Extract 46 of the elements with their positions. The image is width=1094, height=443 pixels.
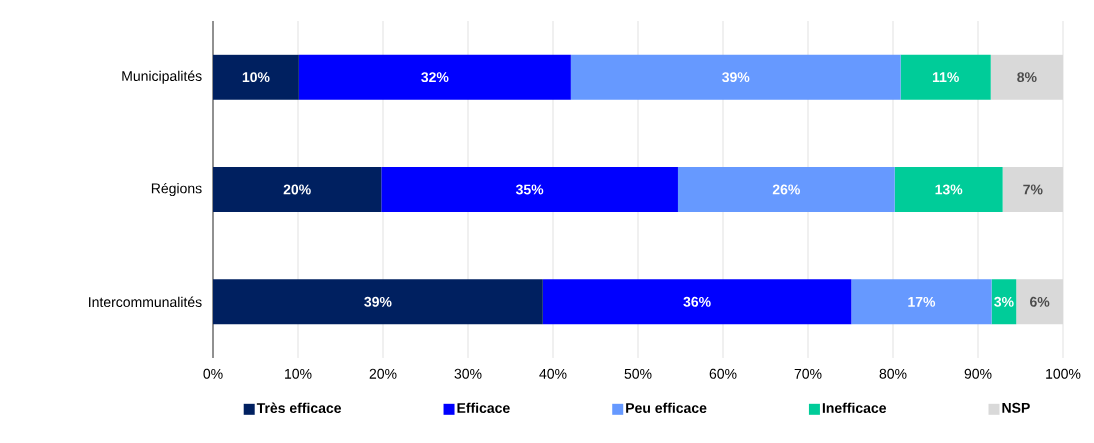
y-tick-label: Municipalités [122, 70, 202, 84]
legend-label: Très efficace [256, 402, 342, 414]
legend-label: NSP [1002, 402, 1030, 413]
x-tick-label: 0% [203, 368, 223, 379]
bar [677, 166, 895, 212]
data-label: 7% [1023, 184, 1043, 195]
x-tick-label: 70% [794, 368, 822, 379]
data-label: 3% [994, 296, 1014, 307]
y-tick-label: Intercommunalités [89, 296, 202, 308]
x-tick-label: 30% [454, 368, 482, 379]
x-tick-label: 10% [285, 368, 312, 379]
bar [213, 279, 543, 325]
bar [542, 279, 852, 325]
x-tick-label: 90% [964, 368, 992, 379]
bar [213, 54, 299, 100]
data-label: 13% [935, 184, 963, 195]
x-tick-label: 80% [879, 368, 907, 379]
bar [894, 166, 1003, 212]
bar [381, 166, 678, 212]
x-tick-label: 20% [369, 368, 397, 379]
data-label: 39% [364, 296, 392, 307]
x-tick-label: 40% [539, 368, 567, 379]
bar [570, 54, 901, 100]
bar [298, 54, 571, 100]
bar [900, 54, 991, 100]
data-label: 35% [515, 184, 544, 195]
data-label: 32% [421, 72, 449, 83]
data-label: 20% [283, 184, 311, 195]
x-tick-label: 60% [709, 368, 737, 379]
x-tick-label: 100% [1046, 368, 1081, 379]
data-label: 26% [772, 184, 800, 195]
data-label: 8% [1017, 72, 1037, 83]
data-label: 6% [1030, 296, 1050, 307]
data-label: 11% [932, 72, 959, 83]
legend-label: Peu efficace [626, 402, 707, 413]
bar [213, 166, 382, 212]
y-tick-label: Régions [151, 182, 202, 197]
data-label: 10% [242, 72, 270, 83]
data-label: 39% [722, 72, 750, 83]
x-tick-label: 50% [624, 368, 652, 379]
bar [991, 279, 1017, 325]
data-label: 36% [683, 296, 711, 307]
bar [851, 279, 992, 325]
legend-label: Efficace [457, 402, 510, 413]
data-label: 17% [908, 296, 936, 307]
legend-label: Inefficace [822, 402, 887, 413]
